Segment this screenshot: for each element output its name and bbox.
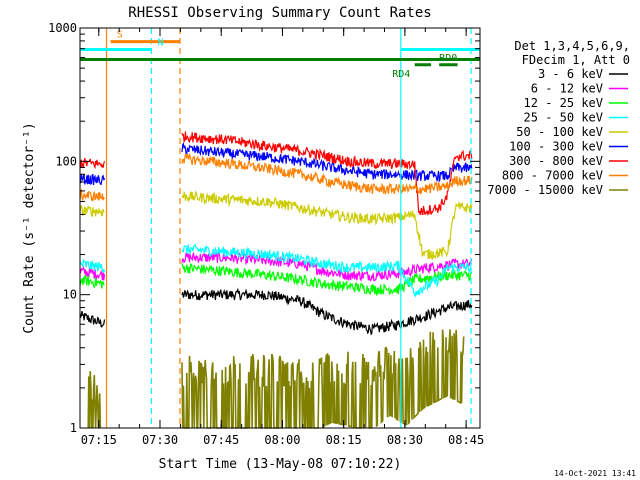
legend-label-4: 50 - 100 keV — [516, 125, 603, 139]
legend-label-1: 6 - 12 keV — [531, 82, 603, 96]
x-tick-label-2: 07:45 — [203, 433, 239, 447]
legend-label-2: 12 - 25 keV — [524, 96, 603, 110]
legend-label-3: 25 - 50 keV — [524, 111, 603, 125]
y-axis-label: Count Rate (s⁻¹ detector⁻¹) — [22, 122, 37, 333]
legend-label-8: 7000 - 15000 keV — [487, 183, 603, 197]
flag-label-3: RD0 — [439, 53, 457, 64]
flag-label-4: RD4 — [392, 69, 410, 80]
series-line-7-segment-0 — [79, 188, 105, 202]
x-axis: 07:15 07:30 07:45 08:00 08:15 08:30 08:45 — [81, 28, 484, 447]
y-tick-label-1: 10 — [63, 288, 77, 302]
plot-frame — [79, 27, 481, 429]
legend-label-7: 800 - 7000 keV — [502, 169, 603, 183]
y-tick-label-2: 100 — [55, 154, 77, 168]
x-axis-label: Start Time (13-May-08 07:10:22) — [159, 457, 402, 472]
series-line-2-segment-1 — [181, 262, 473, 297]
series-line-3-segment-1 — [181, 243, 473, 298]
x-tick-label-3: 08:00 — [264, 433, 300, 447]
series-line-5-segment-1 — [181, 142, 473, 183]
x-tick-label-6: 08:45 — [448, 433, 484, 447]
series-line-6-segment-1 — [181, 131, 473, 216]
y-axis: 1 10 100 1000 — [48, 21, 480, 435]
series-line-1-segment-1 — [181, 251, 473, 282]
x-tick-label-5: 08:30 — [387, 433, 423, 447]
y-tick-label-0: 1 — [70, 421, 77, 435]
legend: Det 1,3,4,5,6,9, FDecim 1, Att 0 3 - 6 k… — [487, 39, 630, 197]
series-line-3-segment-0 — [79, 258, 106, 273]
x-tick-label-1: 07:30 — [142, 433, 178, 447]
legend-label-6: 300 - 800 keV — [509, 154, 603, 168]
series-line-0-segment-1 — [181, 287, 473, 336]
plot-area: S N RD0 RD4 — [79, 27, 481, 429]
series-line-7-segment-1 — [181, 152, 473, 196]
flag-label-1: N — [158, 37, 164, 48]
y-tick-label-3: 1000 — [48, 21, 77, 35]
legend-label-5: 100 - 300 keV — [509, 140, 603, 154]
series-line-0-segment-0 — [79, 310, 106, 328]
x-tick-label-0: 07:15 — [81, 433, 117, 447]
footer-date: 14-Oct-2021 13:41 — [554, 469, 636, 478]
legend-title-line-1: Det 1,3,4,5,6,9, — [514, 39, 630, 53]
series-line-2-segment-0 — [79, 274, 105, 289]
chart-title: RHESSI Observing Summary Count Rates — [128, 5, 431, 21]
x-tick-label-4: 08:15 — [326, 433, 362, 447]
series-line-4-segment-1 — [181, 190, 473, 261]
legend-title-line-2: FDecim 1, Att 0 — [522, 53, 630, 67]
series-line-4-segment-0 — [79, 205, 105, 218]
legend-label-0: 3 - 6 keV — [538, 67, 603, 81]
series-line-1-segment-0 — [79, 265, 106, 282]
flag-label-0: S — [117, 30, 123, 41]
